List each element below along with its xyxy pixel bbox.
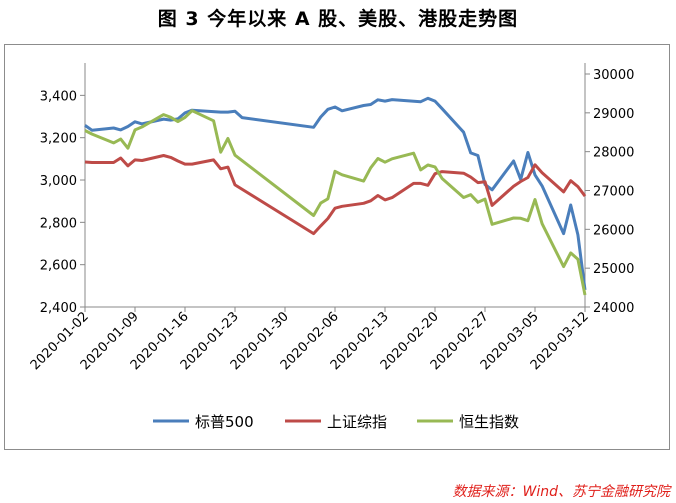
series-line-shanghai bbox=[84, 154, 587, 236]
right-tick-label: 24000 bbox=[593, 301, 634, 316]
left-tick-label: 2,800 bbox=[40, 216, 77, 231]
legend-label-shanghai: 上证综指 bbox=[327, 413, 387, 431]
right-tick-label: 28000 bbox=[593, 146, 634, 161]
series-line-sp500 bbox=[84, 96, 587, 291]
right-tick-label: 26000 bbox=[593, 223, 634, 238]
chart-frame: 2,400 2,600 2,800 3,000 3,200 3,400 24000 25000… bbox=[4, 44, 670, 450]
left-tick-label: 2,600 bbox=[40, 259, 77, 274]
series-layer bbox=[84, 96, 587, 296]
chart-title: 图 3 今年以来 A 股、美股、港股走势图 bbox=[157, 8, 519, 30]
left-tick-label: 3,000 bbox=[40, 174, 77, 189]
right-tick-label: 30000 bbox=[593, 68, 634, 83]
line-chart: 2,400 2,600 2,800 3,000 3,200 3,400 24000 25000… bbox=[28, 63, 634, 431]
left-tick-label: 3,200 bbox=[40, 132, 77, 147]
right-tick-label: 25000 bbox=[593, 262, 634, 277]
left-tick-label: 2,400 bbox=[40, 301, 77, 316]
legend: 标普500 上证综指 恒生指数 bbox=[153, 413, 519, 431]
right-tick-label: 27000 bbox=[593, 185, 634, 200]
data-source: 数据来源：Wind、苏宁金融研究院 bbox=[452, 484, 671, 500]
series-line-hangseng bbox=[84, 109, 587, 296]
legend-label-sp500: 标普500 bbox=[195, 413, 254, 431]
left-tick-label: 3,400 bbox=[40, 89, 77, 104]
legend-label-hangseng: 恒生指数 bbox=[459, 413, 519, 431]
right-tick-label: 29000 bbox=[593, 107, 634, 122]
